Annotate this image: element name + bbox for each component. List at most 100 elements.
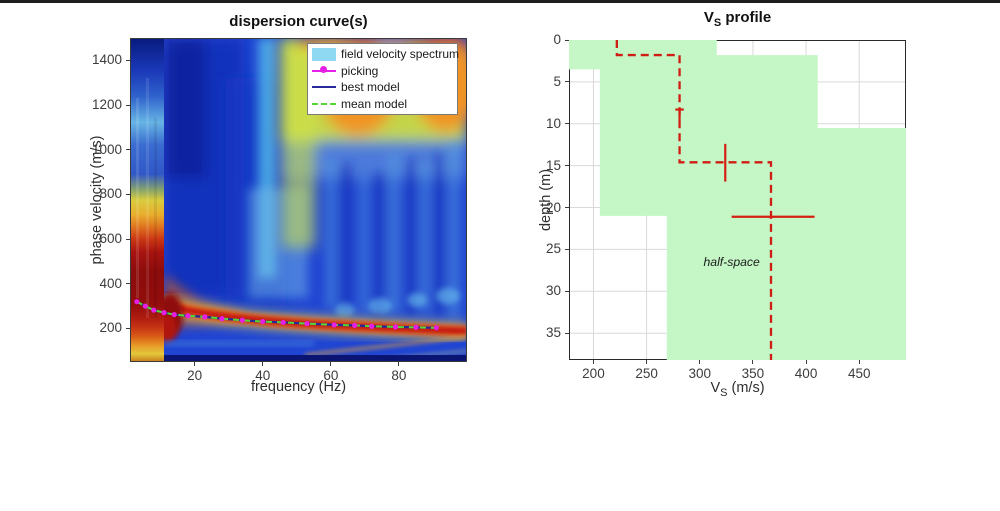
picking-marker — [433, 325, 439, 331]
right-xlabel-rest: (m/s) — [727, 380, 765, 396]
picking-marker — [260, 318, 266, 325]
x-tick-label: 250 — [635, 366, 658, 381]
picking-marker — [142, 303, 148, 309]
mean-model-line — [136, 300, 437, 329]
x-tick-mark — [858, 360, 860, 364]
x-tick-mark — [398, 362, 400, 366]
picking-marker — [304, 320, 310, 327]
x-tick-mark — [592, 360, 594, 364]
y-tick-mark — [565, 248, 569, 250]
x-tick-label: 80 — [391, 368, 407, 383]
x-tick-label: 40 — [255, 368, 271, 383]
y-tick-label: 600 — [99, 231, 122, 247]
y-tick-label: 1400 — [91, 52, 122, 68]
picking-marker — [369, 323, 375, 329]
picking-marker — [171, 312, 177, 318]
x-tick-mark — [194, 362, 196, 366]
vs-profile-plot: half-space — [569, 40, 906, 360]
y-tick-label: 20 — [545, 199, 561, 215]
right-title-main: V — [703, 9, 714, 26]
legend: field velocity spectrum picking best model… — [307, 43, 460, 115]
right-xlabel-main: V — [710, 380, 721, 396]
y-tick-mark — [126, 104, 130, 106]
picking-marker — [239, 317, 245, 323]
y-tick-label: 25 — [545, 241, 561, 257]
y-tick-label: 30 — [545, 283, 561, 299]
x-tick-label: 200 — [582, 366, 605, 381]
picking-marker — [185, 313, 191, 319]
legend-item: mean model — [312, 96, 457, 113]
x-tick-mark — [646, 360, 648, 364]
patch-swatch — [312, 47, 336, 61]
y-tick-mark — [126, 238, 130, 240]
x-tick-label: 450 — [847, 366, 871, 381]
legend-item: picking — [312, 63, 457, 80]
y-tick-mark — [126, 149, 130, 151]
y-tick-mark — [565, 207, 569, 209]
vs-profile-canvas: half-space — [569, 40, 906, 360]
picking-marker — [202, 314, 208, 320]
y-tick-label: 15 — [545, 157, 561, 173]
right-plot-title: VS profile — [569, 9, 906, 29]
left-xaxis-label: frequency (Hz) — [250, 379, 347, 395]
right-title-rest: profile — [721, 9, 772, 26]
x-tick-mark — [262, 362, 264, 366]
y-tick-label: 10 — [545, 115, 561, 131]
search-region-patch — [569, 40, 906, 360]
picking-marker — [331, 322, 337, 328]
y-tick-label: 800 — [99, 186, 122, 202]
picking-marker — [151, 307, 157, 313]
legend-item: best model — [312, 79, 457, 96]
picking-marker — [280, 319, 286, 326]
right-title-sub: S — [713, 17, 722, 29]
half-space-annotation: half-space — [704, 255, 760, 269]
x-tick-label: 20 — [187, 368, 203, 383]
right-xlabel-sub: S — [720, 386, 728, 399]
top-edge-artifact — [0, 0, 1000, 3]
legend-marker-dot — [320, 65, 327, 73]
y-tick-label: 0 — [553, 32, 561, 47]
picking-marker — [161, 310, 167, 316]
y-tick-mark — [565, 123, 569, 125]
y-tick-mark — [565, 332, 569, 334]
y-tick-mark — [126, 59, 130, 61]
y-tick-mark — [565, 290, 569, 292]
y-tick-mark — [126, 193, 130, 195]
y-tick-label: 5 — [553, 73, 561, 89]
x-tick-mark — [752, 360, 754, 364]
x-tick-mark — [330, 362, 332, 366]
x-tick-label: 350 — [741, 366, 765, 381]
x-tick-mark — [805, 360, 807, 364]
legend-item: field velocity spectrum — [312, 46, 460, 63]
y-tick-mark — [565, 39, 569, 41]
left-plot-title: dispersion curve(s) — [229, 13, 368, 30]
y-tick-mark — [126, 283, 130, 285]
x-tick-label: 300 — [688, 366, 712, 381]
y-tick-label: 1000 — [91, 141, 122, 157]
x-tick-mark — [699, 360, 701, 364]
picking-marker — [392, 324, 399, 330]
legend-item-label: mean model — [341, 96, 408, 111]
y-tick-label: 35 — [545, 325, 561, 341]
line-marker-swatch — [312, 64, 336, 78]
x-tick-label: 60 — [323, 368, 339, 383]
line-swatch — [312, 80, 336, 94]
y-tick-label: 400 — [99, 275, 122, 291]
y-tick-mark — [565, 165, 569, 167]
dispersion-plot: field velocity spectrum picking best model… — [130, 38, 467, 362]
legend-item-label: field velocity spectrum — [341, 47, 460, 62]
legend-line — [312, 86, 336, 89]
x-tick-label: 400 — [794, 366, 818, 381]
right-xaxis-label: VS (m/s) — [569, 380, 906, 399]
legend-item-label: picking — [341, 63, 379, 78]
legend-line — [312, 102, 336, 105]
dashed-line-swatch — [312, 97, 336, 111]
y-tick-mark — [126, 327, 130, 329]
left-plot-box — [130, 38, 467, 362]
picking-marker — [413, 324, 419, 330]
dispersion-overlay — [130, 38, 467, 362]
legend-item-label: best model — [341, 80, 400, 95]
picking-marker — [219, 316, 225, 322]
y-tick-label: 1200 — [91, 97, 122, 113]
